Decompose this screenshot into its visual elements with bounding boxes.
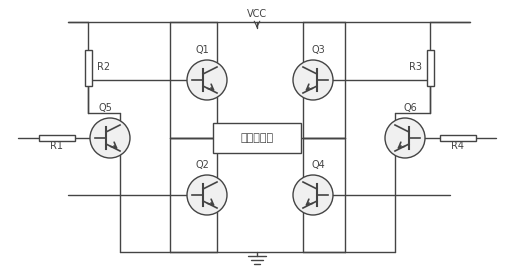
Text: R4: R4: [451, 141, 465, 151]
Circle shape: [187, 60, 227, 100]
Text: R2: R2: [97, 62, 109, 73]
Text: VCC: VCC: [247, 9, 267, 19]
Circle shape: [187, 175, 227, 215]
Circle shape: [90, 118, 130, 158]
Text: Q3: Q3: [311, 45, 325, 55]
Circle shape: [293, 60, 333, 100]
Bar: [440, 135, 476, 141]
Text: R3: R3: [409, 62, 421, 73]
Text: Q5: Q5: [98, 103, 112, 113]
Circle shape: [385, 118, 425, 158]
Circle shape: [293, 175, 333, 215]
Bar: [84, 49, 91, 86]
Bar: [213, 123, 301, 153]
Text: Q2: Q2: [195, 160, 209, 170]
Text: R1: R1: [50, 141, 63, 151]
Text: Q1: Q1: [195, 45, 209, 55]
Bar: [427, 49, 433, 86]
Text: Q4: Q4: [311, 160, 325, 170]
Text: 电机转动环: 电机转动环: [241, 133, 273, 143]
Bar: [39, 135, 75, 141]
Text: Q6: Q6: [403, 103, 417, 113]
